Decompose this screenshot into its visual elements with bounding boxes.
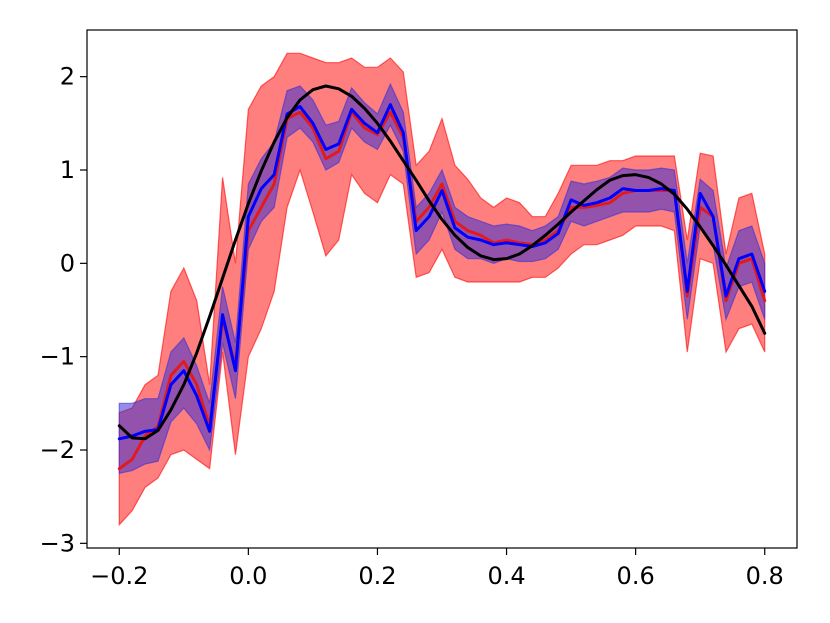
x-tick-label: 0.8 [746, 562, 784, 590]
series-line-1 [117, 103, 767, 441]
x-axis: −0.2 0.0 0.2 0.4 0.6 0.8 [90, 548, 784, 590]
band-0 [118, 52, 766, 527]
x-tick-label: 0.4 [487, 562, 525, 590]
y-tick-label: 1 [60, 156, 75, 184]
band-1 [118, 82, 766, 475]
y-tick-label: −3 [40, 529, 75, 557]
y-tick-label: −2 [40, 436, 75, 464]
x-tick-label: 0.0 [229, 562, 267, 590]
confidence-bands [118, 52, 766, 527]
plot-frame [86, 29, 798, 549]
x-tick-label: 0.2 [358, 562, 396, 590]
y-tick-label: −1 [40, 343, 75, 371]
y-tick-label: 2 [60, 63, 75, 91]
x-tick-label: 0.6 [617, 562, 655, 590]
y-tick-label: 0 [60, 249, 75, 277]
x-tick-label: −0.2 [90, 562, 148, 590]
y-axis: −3 −2 −1 0 1 2 [40, 63, 87, 557]
series-lines [117, 84, 767, 471]
series-line-2 [117, 84, 767, 441]
